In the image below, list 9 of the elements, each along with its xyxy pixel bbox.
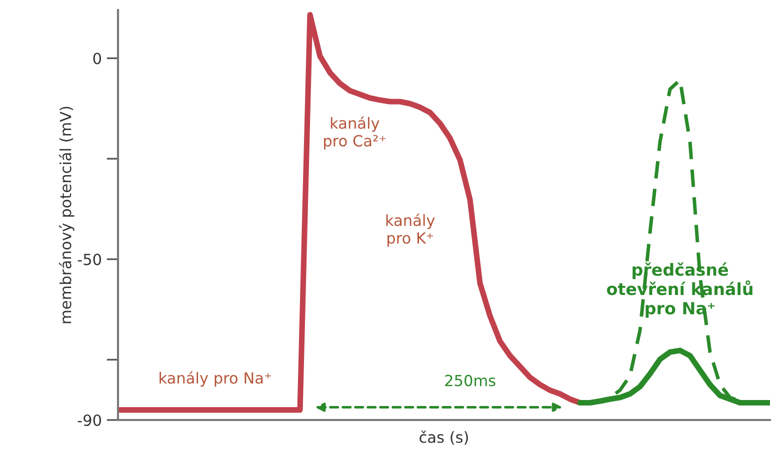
annotation: 250ms (445, 374, 496, 386)
y-axis-title: membránový potenciál (mV) (58, 106, 74, 324)
annotation: kanály pro Ca²⁺ (324, 116, 386, 150)
y-tick-label: 0 (93, 52, 102, 64)
annotation: kanály pro Na⁺ (160, 371, 272, 387)
annotation: kanály pro K⁺ (386, 214, 435, 247)
x-axis-title: čas (s) (420, 430, 468, 445)
y-tick-label: -90 (78, 414, 102, 426)
y-tick-label: -50 (78, 254, 102, 266)
